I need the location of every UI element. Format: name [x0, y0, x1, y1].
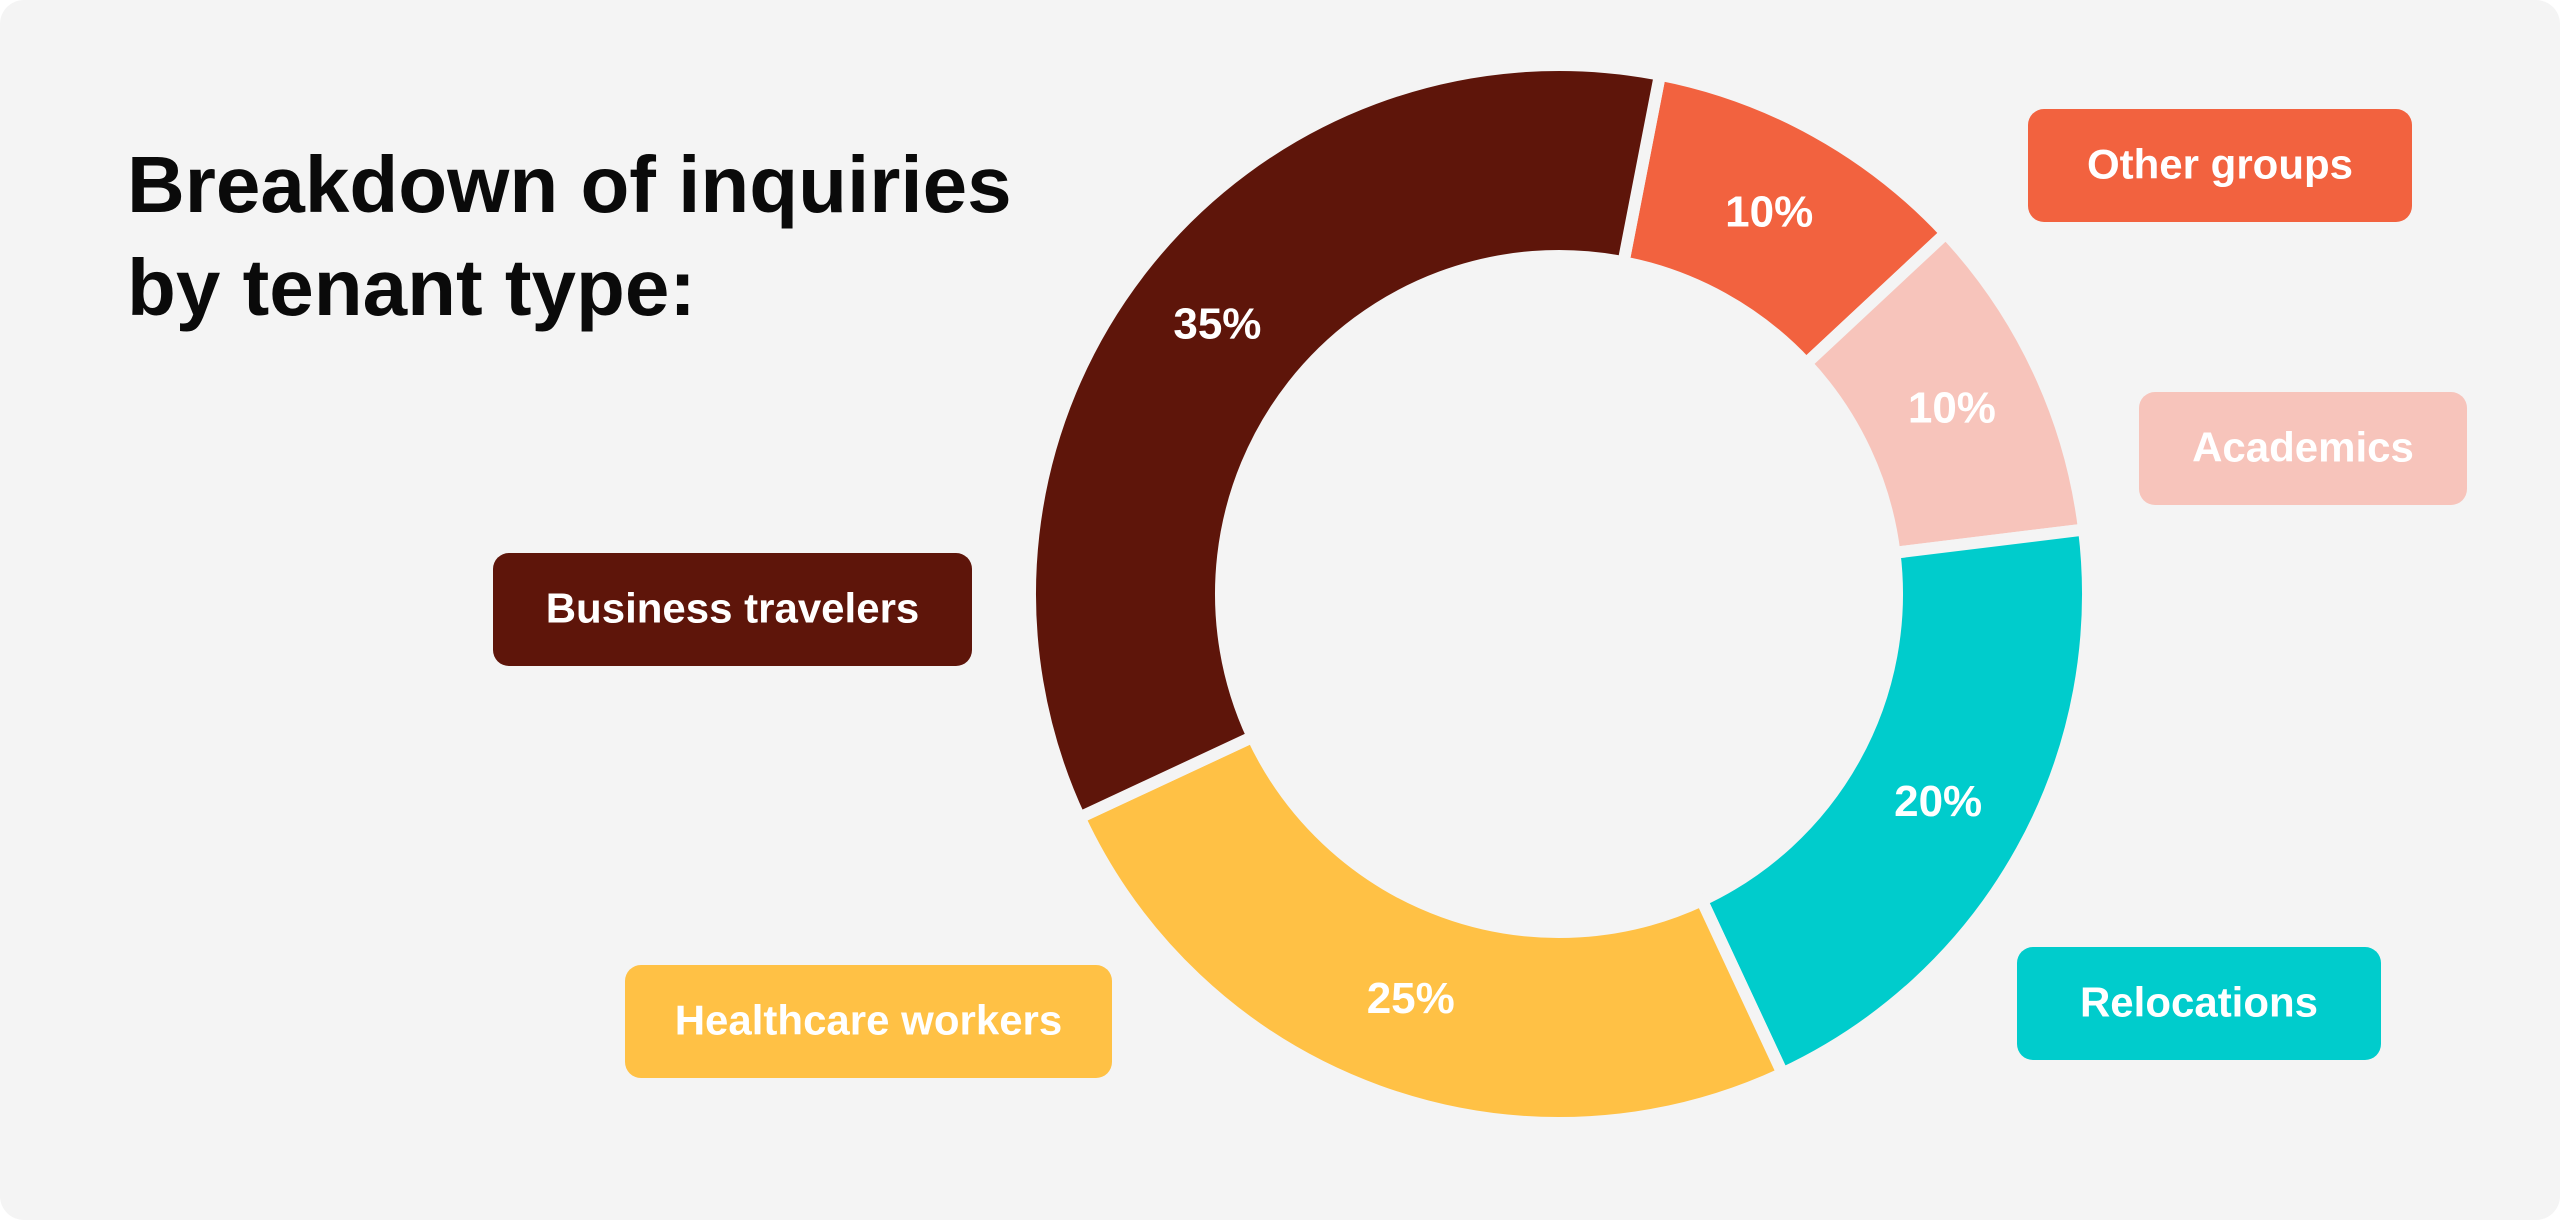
chart-title: Breakdown of inquiries by tenant type:	[127, 140, 1012, 332]
legend-label: Academics	[2192, 424, 2414, 471]
legend-label: Healthcare workers	[675, 997, 1063, 1044]
legend-label: Other groups	[2087, 141, 2353, 188]
donut-segment	[1024, 59, 1667, 826]
value-label: 10%	[1725, 187, 1813, 236]
value-label: 35%	[1173, 300, 1261, 349]
legend-box	[2017, 947, 2381, 1060]
value-label: 20%	[1894, 777, 1982, 826]
donut-segment	[1693, 522, 2094, 1082]
donut-segment	[1071, 728, 1791, 1129]
legend-box	[625, 965, 1112, 1078]
value-label: 10%	[1908, 383, 1996, 432]
value-label: 25%	[1367, 974, 1455, 1023]
legend-box	[493, 553, 972, 666]
legend-box	[2139, 392, 2467, 505]
legend-label: Business travelers	[546, 585, 920, 632]
legend-label: Relocations	[2080, 979, 2318, 1026]
legend-box	[2028, 109, 2412, 222]
